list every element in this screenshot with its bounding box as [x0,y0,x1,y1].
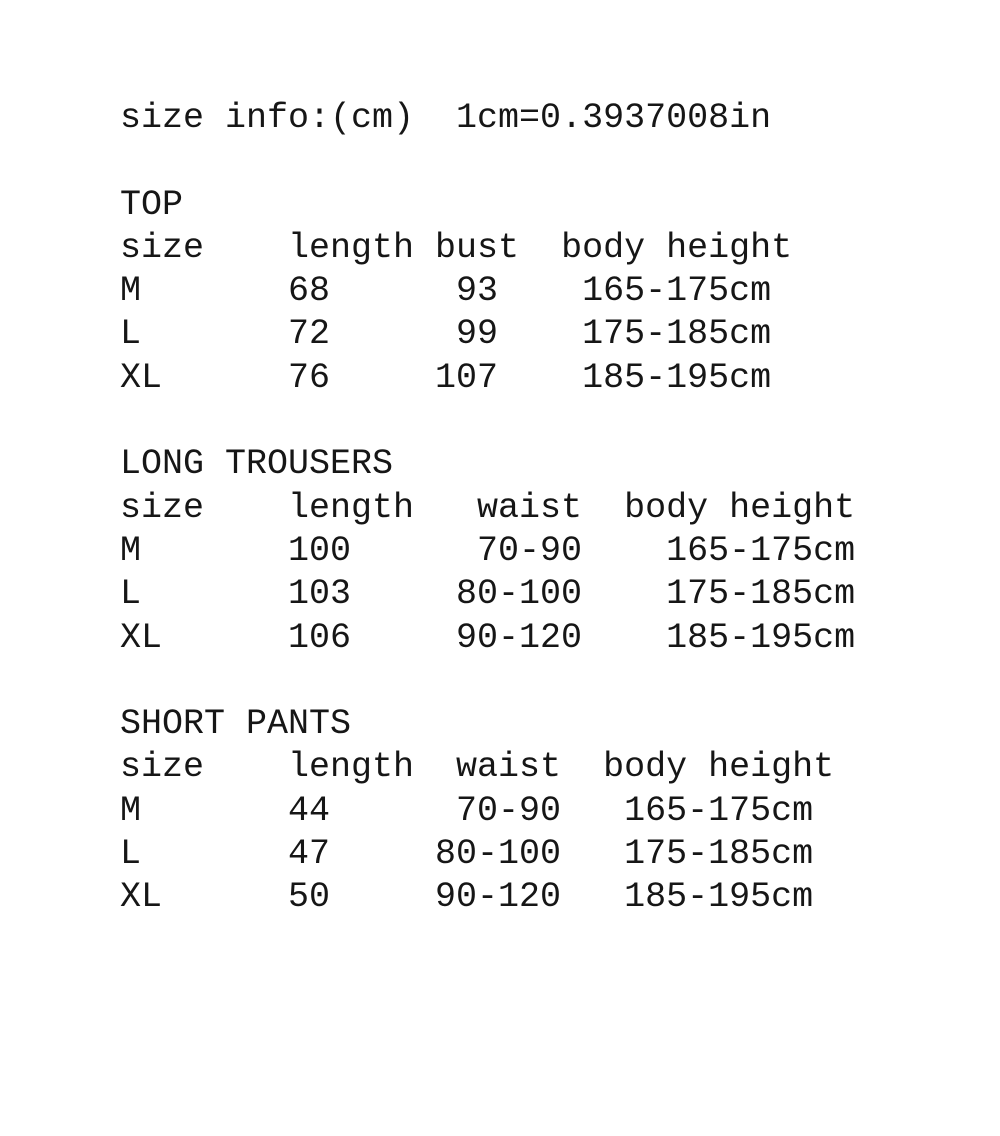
column-header-bust: bust [435,227,520,268]
section-title-top: TOP [120,184,204,227]
top-header-row: size length bust body height [120,227,792,270]
cell-length: 44 [288,790,331,831]
section-title: TOP [120,184,184,225]
cell-body-height: 165-175cm [582,271,772,312]
cell-body-height: 185-195cm [624,877,814,918]
cell-body-height: 185-195cm [582,357,772,398]
long-trousers-header-row: size length waist body height [120,487,855,530]
size-info-label: size info:(cm) [120,98,415,138]
blank-line [120,140,204,183]
cell-waist: 70-90 [477,530,583,571]
cell-bust: 93 [456,271,499,312]
cell-length: 106 [288,617,352,658]
cell-body-height: 175-185cm [582,314,772,355]
blank-line [120,660,204,703]
table-row: L 72 99 175-185cm [120,313,771,356]
column-header-length: length [288,487,415,528]
column-header-size: size [120,487,205,528]
section-title-long-trousers: LONG TROUSERS [120,443,393,486]
table-row: L 47 80-100 175-185cm [120,833,813,876]
cell-size: XL [120,617,163,658]
short-pants-header-row: size length waist body height [120,746,834,789]
cell-body-height: 165-175cm [624,790,814,831]
cell-waist: 80-100 [456,574,583,615]
section-title: SHORT PANTS [120,704,352,745]
table-row: M 100 70-90 165-175cm [120,530,855,573]
column-header-size: size [120,227,205,268]
cell-body-height: 175-185cm [624,834,814,875]
table-row: M 68 93 165-175cm [120,270,771,313]
blank-line [120,400,204,443]
cell-body-height: 175-185cm [666,574,856,615]
cell-size: M [120,530,142,571]
cell-size: XL [120,877,163,918]
table-row: XL 106 90-120 185-195cm [120,617,855,660]
cell-size: L [120,574,142,615]
cell-length: 47 [288,834,331,875]
cell-size: L [120,314,142,355]
column-header-size: size [120,747,205,788]
column-header-length: length [288,747,415,788]
column-header-body-height: body height [603,747,835,788]
cell-size: M [120,790,142,831]
cell-body-height: 185-195cm [666,617,856,658]
cell-length: 76 [288,357,331,398]
cell-size: XL [120,357,163,398]
column-header-waist: waist [456,747,562,788]
table-row: XL 50 90-120 185-195cm [120,876,813,919]
cell-waist: 80-100 [435,834,562,875]
cell-body-height: 165-175cm [666,530,856,571]
cell-size: L [120,834,142,875]
cell-waist: 90-120 [456,617,583,658]
cell-length: 100 [288,530,352,571]
table-row: M 44 70-90 165-175cm [120,790,813,833]
column-header-body-height: body height [561,227,793,268]
cell-length: 50 [288,877,331,918]
column-header-length: length [288,227,415,268]
size-chart-sheet: size info:(cm) 1cm=0.3937008in TOP size … [120,97,855,920]
cell-length: 68 [288,271,331,312]
cell-bust: 107 [435,357,499,398]
column-header-body-height: body height [624,487,856,528]
cell-length: 72 [288,314,331,355]
cell-bust: 99 [456,314,499,355]
size-info-conversion: 1cm=0.3937008in [456,98,772,138]
section-title: LONG TROUSERS [120,444,394,485]
column-header-waist: waist [477,487,583,528]
cell-size: M [120,271,142,312]
size-info-line: size info:(cm) 1cm=0.3937008in [120,97,771,140]
section-title-short-pants: SHORT PANTS [120,703,351,746]
cell-waist: 70-90 [456,790,562,831]
table-row: XL 76 107 185-195cm [120,357,771,400]
table-row: L 103 80-100 175-185cm [120,573,855,616]
cell-waist: 90-120 [435,877,562,918]
cell-length: 103 [288,574,352,615]
